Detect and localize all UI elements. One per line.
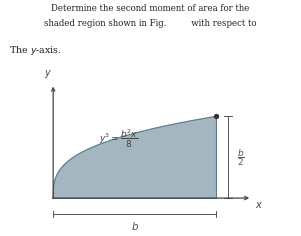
Polygon shape <box>53 116 216 198</box>
Text: $\dfrac{b}{2}$: $\dfrac{b}{2}$ <box>237 147 245 168</box>
Text: shaded region shown in Fig.         with respect to: shaded region shown in Fig. with respect… <box>44 19 257 28</box>
Text: The $y$-axis.: The $y$-axis. <box>9 44 62 57</box>
Text: $b$: $b$ <box>131 220 139 232</box>
Text: $x$: $x$ <box>255 200 263 210</box>
Text: Determine the second moment of area for the: Determine the second moment of area for … <box>51 4 250 13</box>
Text: $y^3 = \dfrac{b^2x}{8}$: $y^3 = \dfrac{b^2x}{8}$ <box>99 128 138 150</box>
Text: $y$: $y$ <box>44 68 52 80</box>
